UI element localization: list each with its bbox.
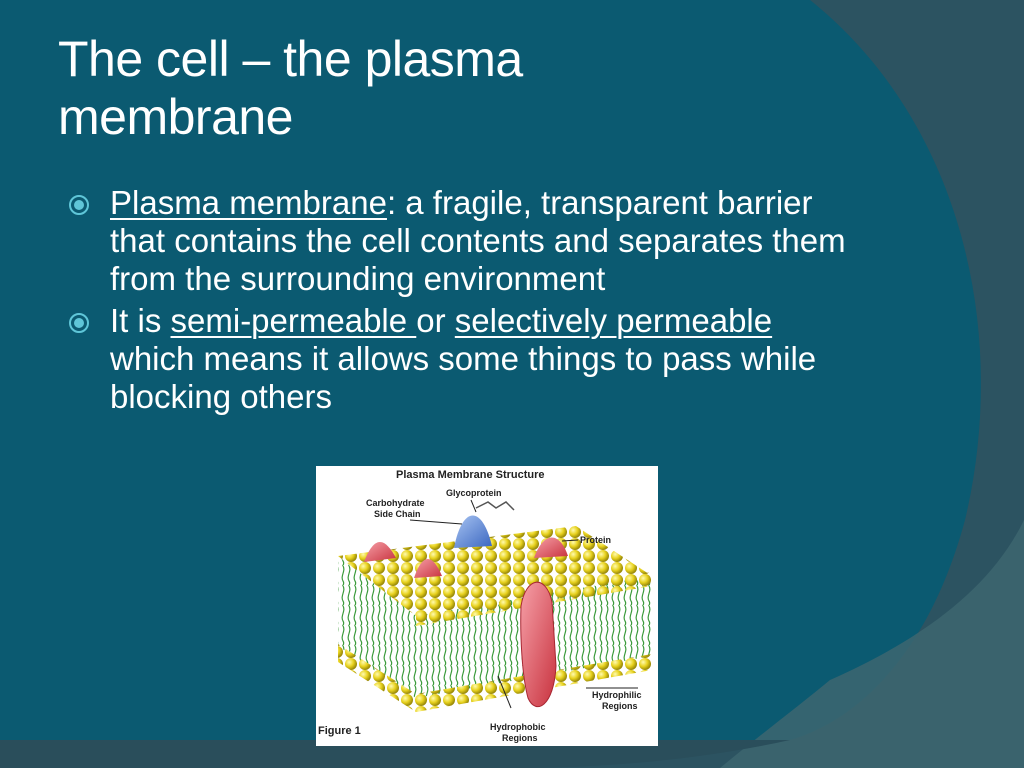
- label-protein: Protein: [580, 535, 611, 545]
- circle-bullet-icon: [69, 195, 89, 215]
- label-glycoprotein: Glycoprotein: [446, 488, 502, 498]
- label-hydrophilic-2: Regions: [602, 701, 638, 711]
- slide-title: The cell – the plasma membrane: [58, 31, 523, 145]
- lipid-tails-left: [338, 556, 416, 698]
- label-hydrophobic-1: Hydrophobic: [490, 722, 546, 732]
- bullet-middle: or: [416, 302, 455, 339]
- label-hydrophobic-2: Regions: [502, 733, 538, 743]
- protein-mid: [414, 558, 442, 578]
- protein-right: [534, 537, 568, 558]
- label-carbohydrate-1: Carbohydrate: [366, 498, 425, 508]
- transmembrane-protein: [520, 581, 557, 708]
- term-semi-permeable: semi-permeable: [170, 302, 417, 339]
- circle-bullet-icon: [69, 313, 89, 333]
- bullet-item-semi-permeable: It is semi-permeable or selectively perm…: [68, 302, 858, 416]
- term-selectively-permeable: selectively permeable: [454, 302, 773, 339]
- label-carbohydrate-2: Side Chain: [374, 509, 421, 519]
- carbohydrate-chain: [475, 501, 515, 511]
- bullet-item-plasma-membrane: Plasma membrane: a fragile, transparent …: [68, 184, 858, 298]
- bullet-suffix: which means it allows some things to pas…: [110, 340, 817, 415]
- glycoprotein-shape: [454, 515, 492, 548]
- phospholipid-heads-bottom: [338, 644, 652, 712]
- term-plasma-membrane: Plasma membrane: [110, 184, 387, 221]
- bullet-prefix: It is: [110, 302, 171, 339]
- bullet-text: : a fragile, transparent barrier that co…: [110, 184, 846, 297]
- figure-caption: Figure 1: [318, 725, 361, 737]
- label-hydrophilic-1: Hydrophilic: [592, 690, 642, 700]
- membrane-illustration: Plasma Membrane Structure Glycoprotein C…: [318, 469, 652, 743]
- protein-left: [364, 541, 396, 562]
- phospholipid-heads-top: [338, 526, 652, 616]
- figure-title: Plasma Membrane Structure: [396, 469, 545, 481]
- bullet-list: Plasma membrane: a fragile, transparent …: [68, 184, 858, 420]
- membrane-figure: Plasma Membrane Structure Glycoprotein C…: [316, 466, 658, 746]
